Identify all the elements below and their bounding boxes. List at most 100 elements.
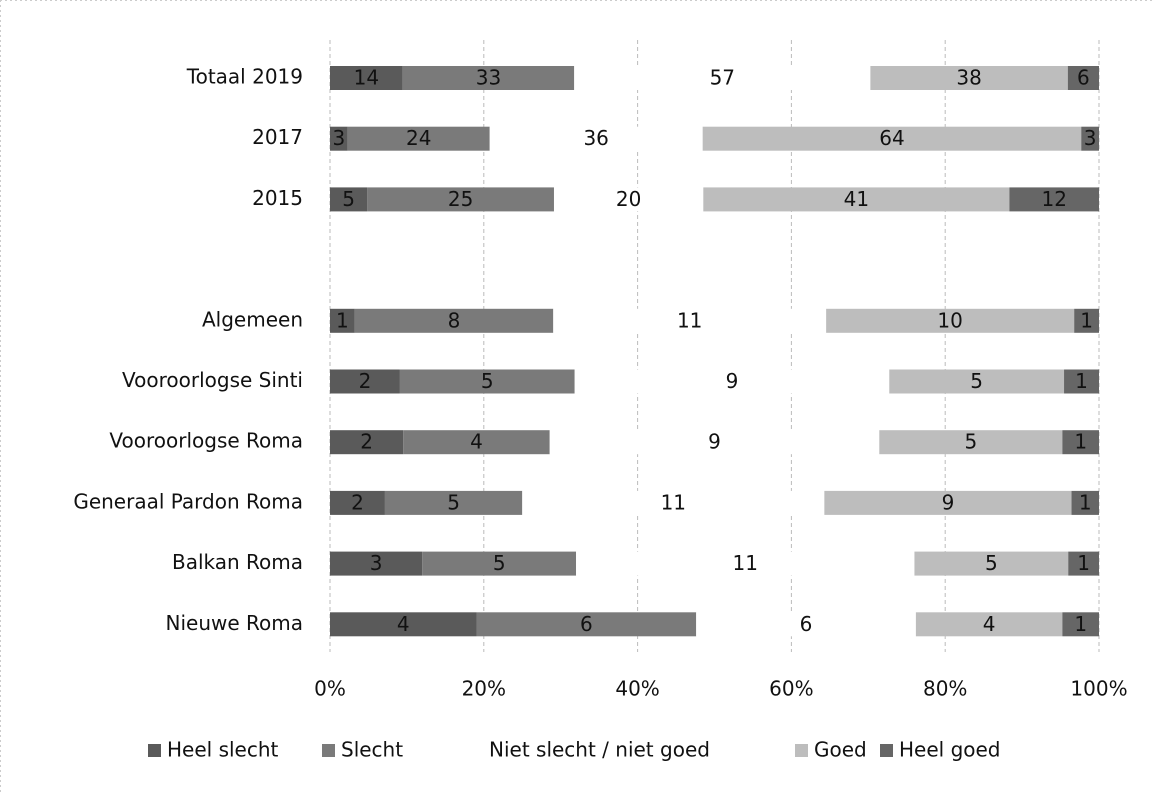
data-label: 20: [616, 187, 641, 211]
bar-segment: [330, 490, 385, 515]
data-label: 9: [708, 430, 721, 454]
data-label: 4: [983, 612, 996, 636]
data-label: 57: [710, 66, 735, 90]
bar-segment: [330, 369, 400, 394]
bar-segment: [330, 551, 423, 576]
x-tick-label: 60%: [769, 677, 813, 701]
legend-swatch: [148, 744, 161, 757]
bar-segment: [1074, 308, 1099, 333]
data-label: 2: [359, 369, 372, 393]
bar-segment: [574, 369, 890, 394]
data-label: 10: [937, 308, 962, 332]
y-tick-label: Balkan Roma: [172, 550, 303, 574]
bar-segment: [354, 308, 554, 333]
bar-segment: [1067, 66, 1099, 90]
bar-segment: [367, 187, 554, 212]
bar-segment: [879, 430, 1063, 455]
data-label: 5: [970, 369, 983, 393]
legend-swatch: [322, 744, 335, 757]
bar-segment: [403, 430, 550, 455]
bar-segment: [1068, 551, 1099, 576]
data-label: 5: [342, 187, 355, 211]
bar-segment: [1062, 430, 1099, 455]
data-label: 11: [661, 490, 686, 514]
legend-swatch: [470, 744, 483, 757]
data-label: 11: [733, 551, 758, 575]
legend-swatch: [795, 744, 808, 757]
bar-segment: [347, 126, 490, 151]
bar-segment: [914, 551, 1069, 576]
bar-segment: [330, 66, 403, 90]
bar-segment: [915, 612, 1063, 637]
bar-segment: [574, 66, 871, 90]
data-label: 36: [583, 126, 608, 150]
y-tick-label: Nieuwe Roma: [166, 611, 304, 635]
data-label: 11: [677, 308, 702, 332]
bar-segment: [476, 612, 697, 637]
bar-segment: [870, 66, 1068, 90]
y-tick-label: 2015: [252, 186, 303, 210]
data-label: 2: [351, 490, 364, 514]
bar-segment: [330, 612, 477, 637]
data-label: 38: [956, 66, 981, 90]
data-label: 2: [360, 430, 373, 454]
legend-label: Slecht: [341, 738, 403, 762]
data-label: 5: [964, 430, 977, 454]
data-label: 1: [1079, 490, 1092, 514]
data-label: 6: [1077, 66, 1090, 90]
bar-segment: [553, 187, 704, 212]
x-tick-label: 0%: [314, 677, 346, 701]
bar-segment: [702, 126, 1082, 151]
bar-segment: [399, 369, 575, 394]
legend-label: Goed: [814, 738, 867, 762]
bar-segment: [330, 430, 404, 455]
data-label: 4: [397, 612, 410, 636]
bar-segment: [1081, 126, 1099, 151]
data-label: 9: [726, 369, 739, 393]
y-tick-label: 2017: [252, 125, 303, 149]
bar-segment: [522, 490, 825, 515]
data-label: 3: [333, 126, 346, 150]
data-label: 5: [493, 551, 506, 575]
data-label: 1: [1074, 612, 1087, 636]
legend-label: Heel slecht: [167, 738, 279, 762]
x-tick-label: 80%: [923, 677, 967, 701]
data-label: 6: [800, 612, 813, 636]
data-label: 1: [336, 308, 349, 332]
bar-segment: [422, 551, 577, 576]
y-tick-label: Generaal Pardon Roma: [73, 489, 303, 513]
data-label: 3: [1084, 126, 1097, 150]
data-label: 5: [481, 369, 494, 393]
bar-segment: [489, 126, 703, 151]
data-label: 12: [1041, 187, 1066, 211]
data-label: 24: [406, 126, 431, 150]
y-tick-label: Vooroorlogse Roma: [109, 429, 303, 453]
data-label: 64: [879, 126, 904, 150]
data-label: 1: [1074, 430, 1087, 454]
data-label: 33: [476, 66, 501, 90]
y-tick-label: Vooroorlogse Sinti: [122, 368, 303, 392]
data-label: 5: [985, 551, 998, 575]
data-label: 8: [448, 308, 461, 332]
bar-segment: [1071, 490, 1099, 515]
data-label: 3: [370, 551, 383, 575]
data-label: 25: [448, 187, 473, 211]
bar-segment: [553, 308, 827, 333]
legend-label: Niet slecht / niet goed: [489, 738, 710, 762]
data-label: 5: [447, 490, 460, 514]
data-label: 1: [1080, 308, 1093, 332]
bar-segment: [330, 308, 355, 333]
bar-segment: [696, 612, 916, 637]
bar-segment: [1009, 187, 1099, 212]
data-label: 4: [470, 430, 483, 454]
bar-segment: [824, 490, 1072, 515]
legend-swatch: [880, 744, 893, 757]
data-label: 1: [1077, 551, 1090, 575]
bar-segment: [330, 187, 368, 212]
data-label: 41: [844, 187, 869, 211]
data-label: 6: [580, 612, 593, 636]
legend-label: Heel goed: [899, 738, 1001, 762]
bar-segment: [889, 369, 1065, 394]
y-tick-label: Algemeen: [202, 307, 303, 331]
